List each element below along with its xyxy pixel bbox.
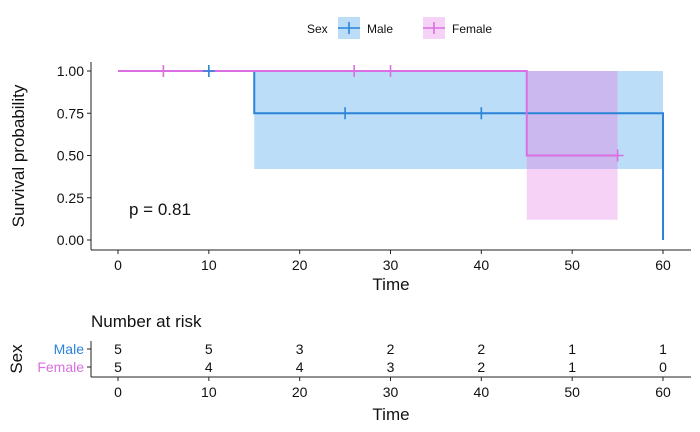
risk-x-tick-label: 20 (292, 384, 308, 400)
legend-label-female: Female (452, 22, 492, 36)
risk-count: 1 (568, 341, 576, 357)
censor-mark-female (384, 65, 397, 77)
censor-mark-male (339, 107, 352, 120)
main-plot: 0.00 0.25 0.50 0.75 1.00 0 10 20 30 40 50 60 Time Sur… (9, 62, 691, 294)
risk-count: 4 (205, 359, 213, 375)
risk-row-label-female: Female (37, 359, 84, 375)
survival-curve-female (118, 70, 618, 157)
risk-x-tick-label: 40 (474, 384, 490, 400)
risk-count: 5 (114, 359, 122, 375)
risk-y-axis-title: Sex (7, 344, 26, 374)
x-tick-label: 50 (564, 257, 580, 273)
risk-x-tick-label: 60 (655, 384, 671, 400)
risk-count: 5 (114, 341, 122, 357)
pvalue-annotation: p = 0.81 (129, 200, 191, 219)
x-axis-title: Time (372, 275, 409, 294)
legend-title: Sex (307, 22, 328, 36)
risk-count: 3 (296, 341, 304, 357)
risk-x-axis-title: Time (372, 405, 409, 424)
risk-count: 0 (659, 359, 667, 375)
risk-count: 2 (477, 341, 485, 357)
x-tick-label: 20 (292, 257, 308, 273)
censor-mark-male (202, 65, 215, 77)
risk-x-tick-label: 10 (201, 384, 217, 400)
legend-label-male: Male (367, 22, 393, 36)
risk-count: 2 (477, 359, 485, 375)
legend-marker-male (338, 22, 360, 34)
y-tick-label: 0.00 (57, 232, 84, 248)
risk-count: 1 (659, 341, 667, 357)
risk-count: 4 (296, 359, 304, 375)
y-tick-label: 0.50 (57, 148, 84, 164)
risk-table-title: Number at risk (91, 312, 202, 331)
legend-marker-female (423, 22, 445, 34)
legend: Sex Male Female (307, 17, 492, 39)
risk-x-tick-label: 0 (114, 384, 122, 400)
risk-x-tick-label: 50 (564, 384, 580, 400)
risk-count: 1 (568, 359, 576, 375)
censor-mark-female (611, 149, 624, 162)
risk-x-tick-label: 30 (383, 384, 399, 400)
y-axis-title: Survival probability (9, 84, 28, 227)
y-tick-label: 1.00 (57, 63, 84, 79)
x-tick-label: 10 (201, 257, 217, 273)
censor-mark-female (157, 65, 170, 77)
ci-band-overlap (526, 71, 618, 170)
x-tick-label: 40 (474, 257, 490, 273)
y-tick-label: 0.75 (57, 105, 84, 121)
censor-mark-female (348, 65, 361, 77)
risk-count: 3 (387, 359, 395, 375)
x-tick-label: 0 (114, 257, 122, 273)
censor-mark-male (475, 107, 488, 120)
x-tick-label: 30 (383, 257, 399, 273)
y-tick-label: 0.25 (57, 190, 84, 206)
risk-row-label-male: Male (54, 341, 85, 357)
risk-count: 2 (387, 341, 395, 357)
x-tick-label: 60 (655, 257, 671, 273)
risk-count: 5 (205, 341, 213, 357)
